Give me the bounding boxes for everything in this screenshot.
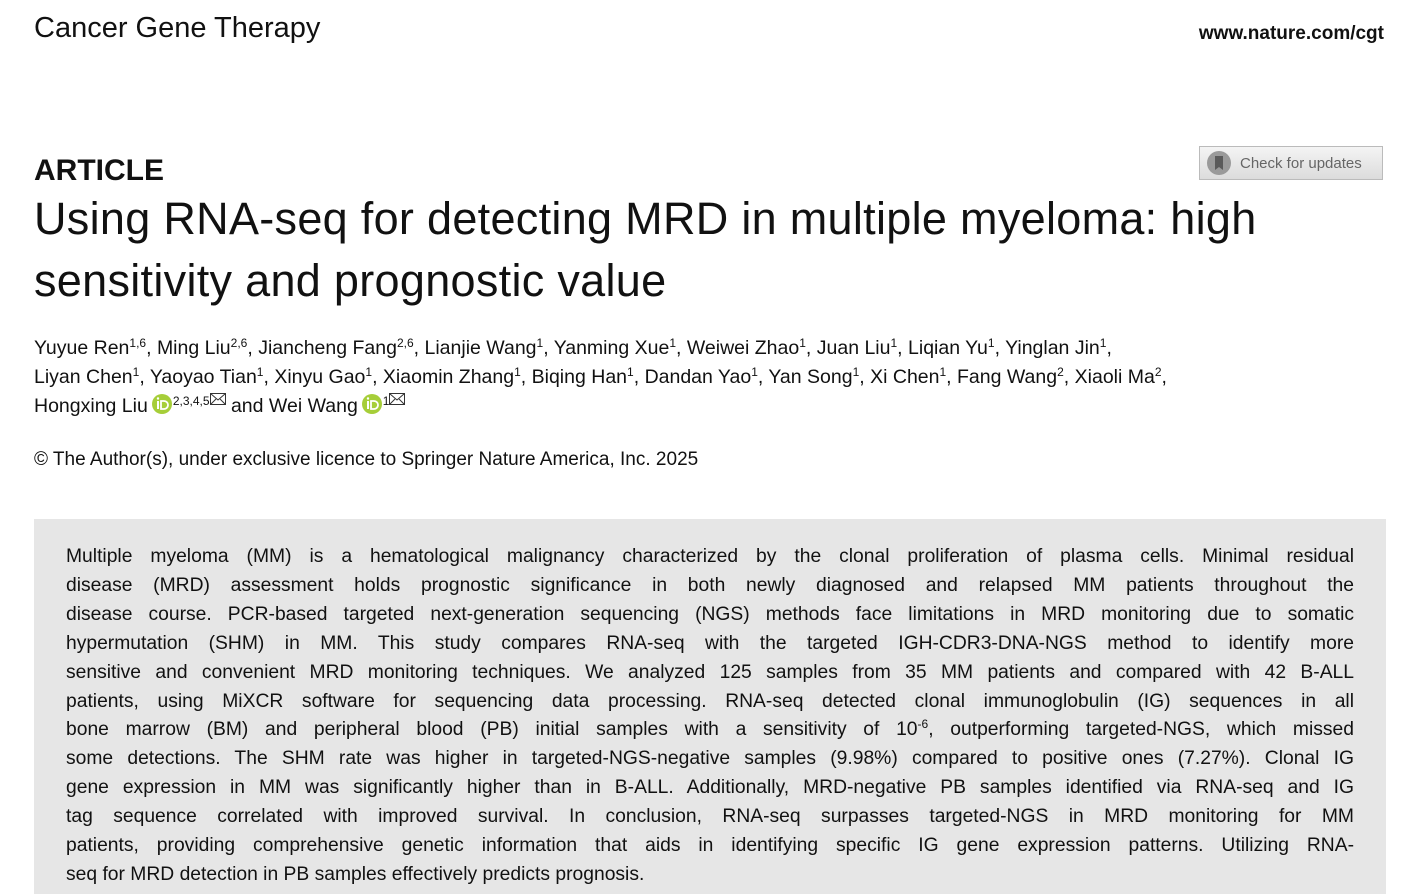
author-list: Yuyue Ren1,6, Ming Liu2,6, Jiancheng Fan… (34, 334, 1167, 424)
author-name: Xinyu Gao (274, 366, 366, 388)
abstract-line: seq for MRD detection in PB samples effe… (66, 863, 645, 885)
author-name: Yan Song (768, 366, 853, 388)
orcid-icon[interactable] (361, 393, 383, 424)
affiliation: 1 (132, 365, 140, 379)
author-name: Liqian Yu (908, 337, 988, 359)
separator: , (633, 366, 645, 388)
copyright: © The Author(s), under exclusive licence… (34, 449, 699, 470)
author-line: Yuyue Ren1,6, Ming Liu2,6, Jiancheng Fan… (34, 334, 1167, 363)
abstract-line: some detections. The SHM rate was higher… (66, 748, 1354, 770)
affiliation: 1 (890, 336, 898, 350)
affiliation: 2,6 (396, 336, 414, 350)
affiliation: 1 (514, 365, 521, 379)
affiliation: 1 (1099, 336, 1107, 350)
separator: , (1106, 337, 1112, 359)
abstract-text: Multiple myeloma (MM) is a hematological… (66, 543, 1354, 890)
abstract-line: disease course. PCR-based targeted next-… (66, 603, 1354, 625)
author-name: Weiwei Zhao (686, 337, 800, 359)
abstract-line: Multiple myeloma (MM) is a hematological… (66, 546, 1354, 567)
separator: , (676, 337, 687, 359)
author-name: Wei Wang (268, 395, 358, 417)
update-icon (1207, 151, 1231, 175)
affiliation: 1 (382, 394, 390, 408)
journal-url[interactable]: www.nature.com/cgt (1198, 23, 1384, 44)
abstract-text: , outperforming targeted-NGS, which miss… (928, 719, 1354, 741)
affiliation: 1 (627, 365, 634, 379)
author-name: Fang Wang (957, 366, 1058, 388)
separator: , (520, 366, 532, 388)
separator: , (994, 337, 1006, 359)
author-name: Liyan Chen (34, 366, 133, 388)
journal-name[interactable]: Cancer Gene Therapy (34, 12, 321, 44)
separator: , (805, 337, 817, 359)
author-name: Yuyue Ren (34, 337, 130, 359)
affiliation: 2,6 (230, 336, 248, 350)
separator: , (946, 366, 958, 388)
abstract-line: bone marrow (BM) and peripheral blood (P… (66, 716, 1354, 745)
author-name: Xiaomin Zhang (382, 366, 515, 388)
author-line: Hongxing Liu 2,3,4,5 and Wei Wang 1 (34, 392, 1167, 424)
affiliation: 2,3,4,5 (172, 394, 210, 408)
separator: , (413, 337, 425, 359)
orcid-icon[interactable] (151, 393, 173, 424)
author-name: Yaoyao Tian (149, 366, 257, 388)
affiliation: 1 (365, 365, 373, 379)
exponent: -6 (917, 717, 929, 732)
title-line: sensitivity and prognostic value (34, 255, 667, 306)
email-icon[interactable] (389, 393, 406, 408)
affiliation: 2 (1057, 365, 1064, 379)
affiliation: 1 (751, 365, 758, 379)
separator: , (139, 366, 150, 388)
author-name: Hongxing Liu (34, 395, 148, 417)
author-name: Xi Chen (870, 366, 940, 388)
separator: , (1161, 366, 1167, 388)
affiliation: 1 (799, 336, 806, 350)
abstract-text: bone marrow (BM) and peripheral blood (P… (66, 719, 918, 741)
author-name: Juan Liu (816, 337, 891, 359)
affiliation: 1 (852, 365, 860, 379)
author-name: Yinglan Jin (1005, 337, 1100, 359)
separator: , (757, 366, 769, 388)
affiliation: 1 (256, 365, 264, 379)
separator: , (543, 337, 554, 359)
abstract-line: gene expression in MM was significantly … (66, 777, 1354, 799)
affiliation: 1 (669, 336, 677, 350)
affiliation: 1 (536, 336, 544, 350)
separator: , (897, 337, 909, 359)
author-name: Jiancheng Fang (258, 337, 397, 359)
affiliation: 2 (1154, 365, 1162, 379)
affiliation: 1 (939, 365, 947, 379)
separator: , (146, 337, 157, 359)
abstract-line: patients, providing comprehensive geneti… (66, 835, 1354, 857)
separator: , (372, 366, 383, 388)
separator: , (1063, 366, 1075, 388)
separator: , (859, 366, 871, 388)
author-name: Lianjie Wang (424, 337, 537, 359)
affiliation: 1,6 (129, 336, 147, 350)
separator: , (263, 366, 275, 388)
author-line: Liyan Chen1, Yaoyao Tian1, Xinyu Gao1, X… (34, 363, 1167, 392)
button-label: Check for updates (1240, 154, 1362, 172)
email-icon[interactable] (209, 393, 226, 408)
author-name: Ming Liu (156, 337, 231, 359)
abstract-line: disease (MRD) assessment holds prognosti… (66, 574, 1354, 596)
author-name: Biqing Han (531, 366, 628, 388)
author-name: Dandan Yao (644, 366, 752, 388)
abstract-box: Multiple myeloma (MM) is a hematological… (34, 519, 1386, 894)
check-updates-button[interactable]: Check for updates (1199, 146, 1383, 180)
author-name: Yanming Xue (553, 337, 670, 359)
affiliation: 1 (987, 336, 995, 350)
abstract-line: sensitive and convenient MRD monitoring … (66, 661, 1354, 683)
author-name: Xiaoli Ma (1074, 366, 1155, 388)
separator: , (247, 337, 259, 359)
abstract-line: hypermutation (SHM) in MM. This study co… (66, 632, 1354, 654)
article-type: ARTICLE (34, 154, 164, 187)
abstract-line: tag sequence correlated with improved su… (66, 806, 1354, 828)
separator: and (225, 395, 269, 417)
abstract-line: patients, using MiXCR software for seque… (66, 690, 1354, 712)
title-line: Using RNA-seq for detecting MRD in multi… (34, 193, 1257, 244)
